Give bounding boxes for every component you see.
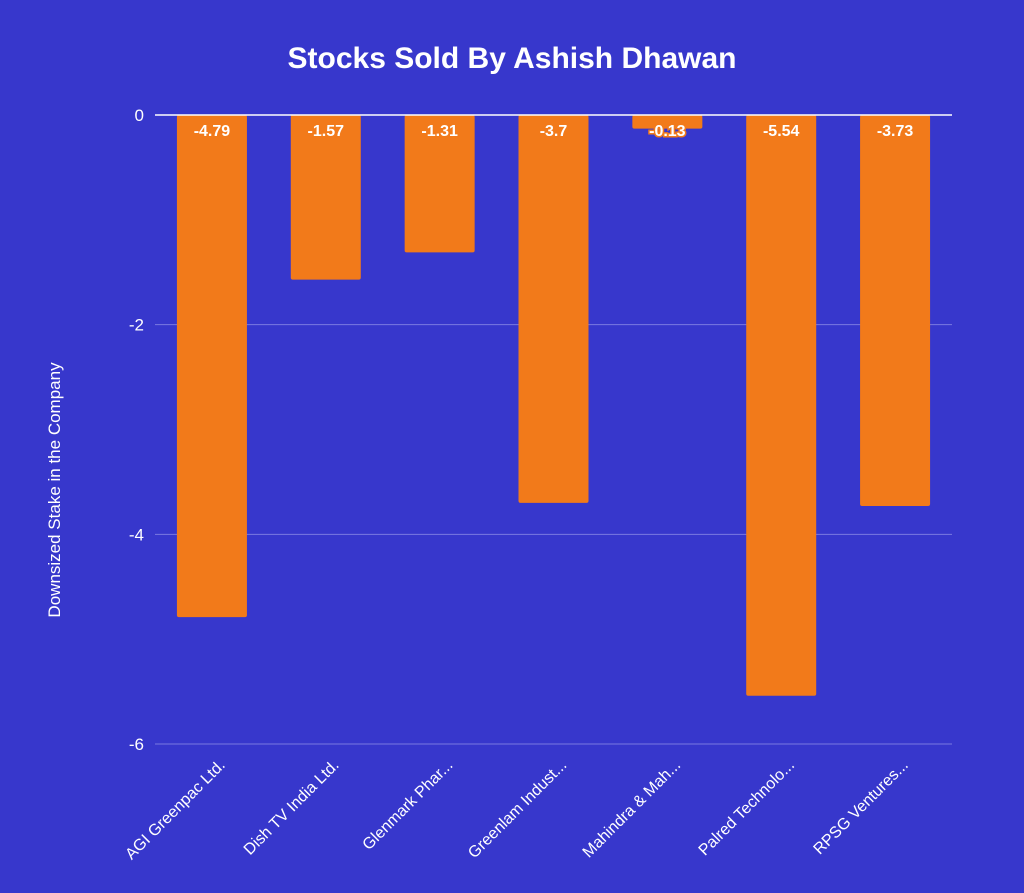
y-tick-label: -6 — [129, 735, 144, 754]
y-tick-label: 0 — [135, 106, 144, 125]
x-tick-label: AGI Greenpac Ltd. — [122, 757, 228, 863]
bars — [176, 115, 931, 696]
y-tick-labels: 0 -2 -4 -6 — [129, 106, 144, 754]
bar — [404, 115, 475, 253]
y-tick-label: -4 — [129, 525, 144, 544]
x-tick-label: Greenlam Indust... — [465, 757, 570, 862]
x-tick-labels: AGI Greenpac Ltd. Dish TV India Ltd. Glenm… — [122, 757, 911, 863]
data-label: -4.79 — [194, 123, 231, 140]
bar — [632, 115, 703, 129]
bar — [290, 115, 361, 280]
x-tick-label: Mahindra & Mah... — [580, 757, 684, 861]
bar — [860, 115, 931, 507]
bar — [176, 115, 247, 618]
data-label: -1.57 — [308, 123, 345, 140]
data-label: -1.31 — [421, 123, 458, 140]
bar — [746, 115, 817, 696]
data-label: -3.7 — [540, 123, 568, 140]
chart-title: Stocks Sold By Ashish Dhawan — [288, 42, 737, 75]
data-label: -3.73 — [877, 123, 914, 140]
x-tick-label: Dish TV India Ltd. — [241, 757, 343, 859]
x-tick-label: Palred Technolo... — [696, 757, 798, 859]
bar — [518, 115, 589, 503]
y-tick-label: -2 — [129, 316, 144, 335]
data-labels: -4.79 -1.57 -1.31 -3.7 -0.13 -5.54 -3.73 — [194, 122, 914, 142]
y-axis-title: Downsized Stake in the Company — [45, 362, 64, 618]
data-label: -0.13 — [649, 123, 686, 140]
data-label: -5.54 — [763, 123, 800, 140]
x-tick-label: Glenmark Phar... — [360, 757, 457, 854]
x-tick-label: RPSG Ventures... — [811, 757, 912, 858]
